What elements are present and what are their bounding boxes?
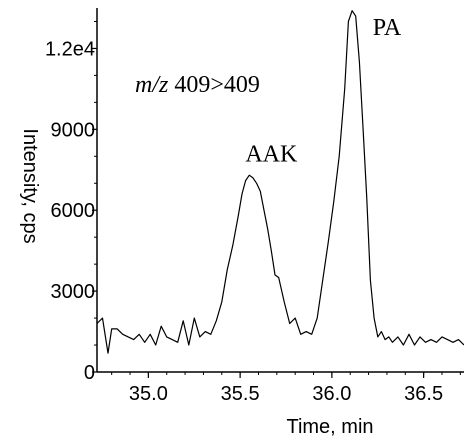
y-tick-label: 1.2e4 [45, 38, 95, 60]
y-tick-label: 6000 [51, 200, 96, 222]
x-ticks: 35.0 35.5 36.0 36.5 [111, 372, 461, 405]
x-tick-label: 36.5 [404, 383, 443, 405]
y-tick-label: 9000 [51, 119, 96, 141]
x-tick-label: 35.5 [221, 383, 260, 405]
mz-value: 409>409 [168, 72, 260, 98]
x-tick-label: 36.0 [312, 383, 351, 405]
y-axis-title: Intensity, cps [19, 128, 41, 243]
series-line [96, 10, 464, 354]
annotation-aak: AAK [245, 142, 298, 168]
annotation-pa: PA [373, 15, 402, 41]
y-tick-label: 0 [84, 362, 95, 384]
peak-annotations: AAK PA [245, 15, 402, 168]
mz-prefix: m/z [135, 72, 169, 98]
x-axis-title: Time, min [286, 416, 373, 438]
x-tick-label: 35.0 [129, 383, 168, 405]
y-tick-label: 3000 [51, 281, 96, 303]
mz-label: m/z 409>409 [135, 72, 260, 98]
y-ticks: 0 3000 6000 9000 1.2e4 [45, 20, 97, 384]
